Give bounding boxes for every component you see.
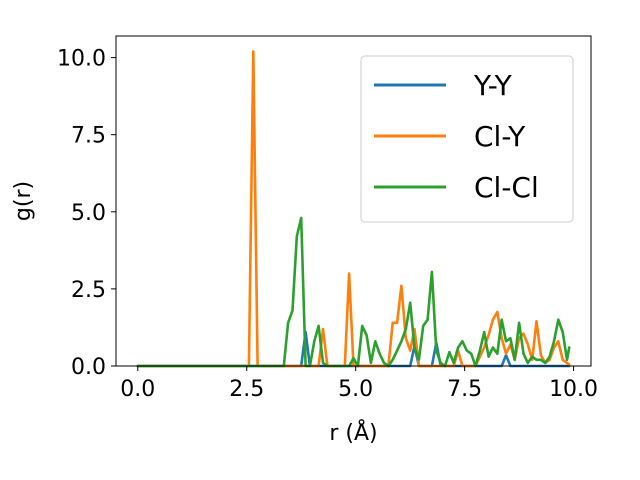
y-tick-label: 7.5 — [71, 124, 106, 149]
y-tick-label: 0.0 — [71, 355, 106, 380]
legend-label-cl-y: Cl-Y — [474, 120, 526, 153]
x-tick-label: 2.5 — [229, 377, 264, 402]
y-tick-label: 5.0 — [71, 201, 106, 226]
y-tick-label: 10.0 — [57, 47, 106, 72]
axes-frame — [115, 35, 592, 367]
series-line-cl-cl — [136, 216, 571, 368]
x-tick-label: 10.0 — [549, 377, 598, 402]
legend-label-y-y: Y-Y — [473, 69, 513, 102]
x-tick-label: 0.0 — [120, 377, 155, 402]
legend-label-cl-cl: Cl-Cl — [474, 171, 539, 204]
x-tick-label: 7.5 — [447, 377, 482, 402]
x-tick-label: 5.0 — [338, 377, 373, 402]
axes: 0.0 2.5 5.0 7.5 10.0 0.0 2.5 5.0 7.5 10.0 — [57, 35, 598, 402]
x-axis-title: r (Å) — [329, 419, 377, 446]
y-axis-title: g(r) — [11, 181, 36, 221]
legend-box — [360, 55, 574, 223]
legend: Y-Y Cl-Y Cl-Cl — [360, 55, 574, 223]
y-tick-label: 2.5 — [71, 278, 106, 303]
